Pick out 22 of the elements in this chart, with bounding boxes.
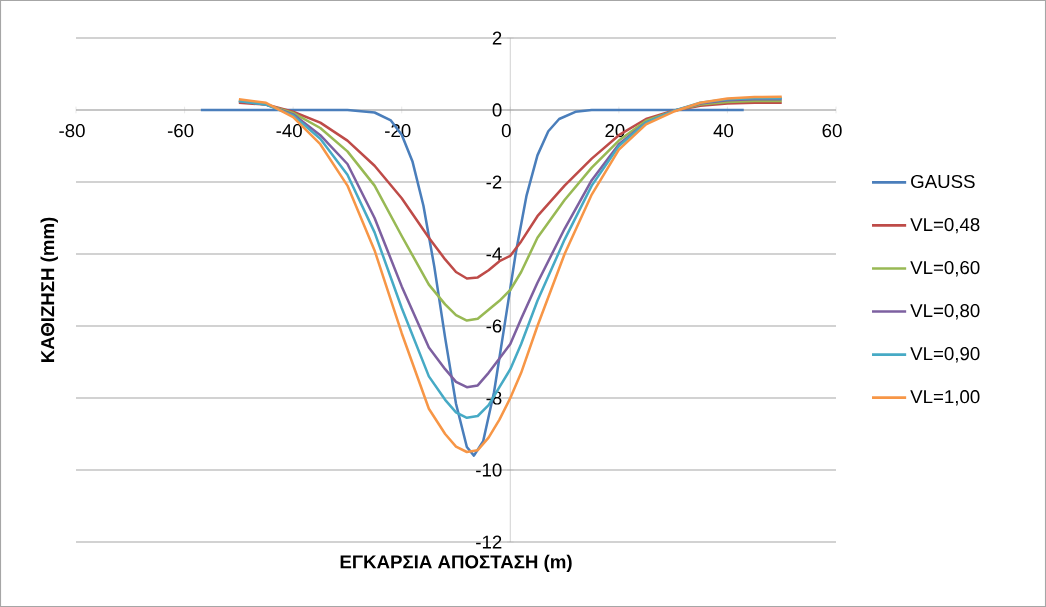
y-tick-label: -12	[476, 535, 502, 549]
x-tick-label: 0	[501, 124, 511, 138]
legend-label: VL=1,00	[910, 390, 980, 406]
x-tick-label: 20	[605, 124, 625, 138]
legend-label: VL=0,80	[910, 303, 980, 320]
y-tick-label: -10	[476, 463, 502, 477]
y-tick-label: -4	[486, 247, 502, 261]
x-tick-label: 60	[822, 124, 842, 138]
legend-label: VL=0,60	[910, 260, 980, 277]
x-tick-label: 40	[713, 124, 734, 138]
y-tick-label: -2	[486, 175, 502, 189]
legend-label: VL=0,48	[910, 217, 980, 234]
x-axis-title: ΕΓΚΑΡΣΙΑ ΑΠΟΣΤΑΣΗ (m)	[340, 554, 572, 573]
x-tick-label: -60	[167, 124, 194, 138]
y-tick-label: 0	[492, 103, 502, 117]
y-axis-title: ΚΑΘΙΖΗΣΗ (mm)	[40, 217, 58, 363]
x-tick-label: -80	[59, 124, 85, 138]
y-tick-label: -6	[486, 319, 502, 333]
legend-label: GAUSS	[911, 174, 975, 189]
y-tick-label: 2	[492, 31, 502, 45]
legend-label: VL=0,90	[910, 347, 980, 363]
x-tick-label: -40	[276, 124, 302, 138]
